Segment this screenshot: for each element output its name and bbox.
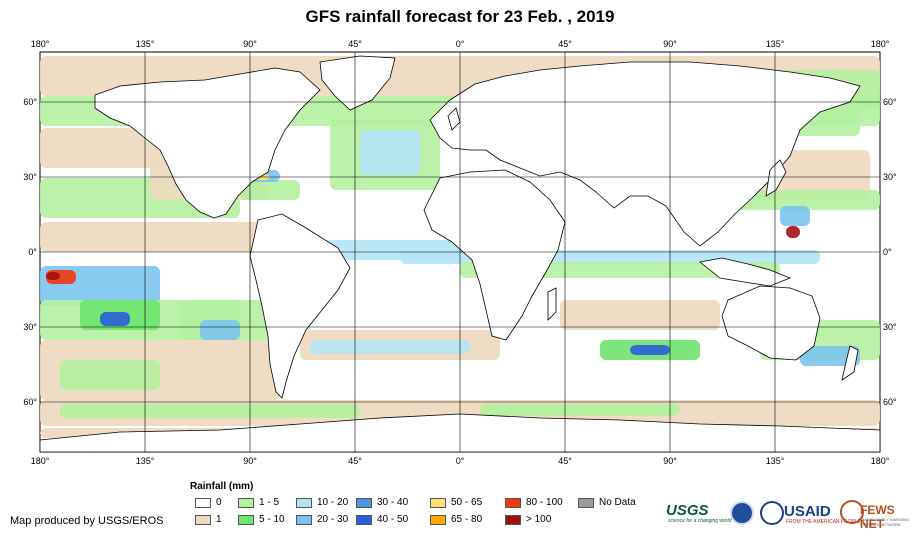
legend-swatch: [356, 515, 372, 525]
legend-label: No Data: [599, 497, 636, 508]
left-lat-label: 30°: [23, 322, 37, 332]
legend-label: 1 - 5: [259, 497, 280, 508]
rain-band-32: [60, 404, 360, 418]
bottom-lon-label: 90°: [243, 456, 257, 466]
north-america: [94, 67, 321, 219]
left-lat-label: 0°: [28, 247, 37, 257]
bottom-lon-label: 135°: [766, 456, 785, 466]
legend-label: 0: [216, 497, 222, 508]
top-lon-label: 180°: [31, 39, 50, 49]
legend-label: 10 - 20: [317, 497, 349, 508]
top-lon-label: 45°: [348, 39, 362, 49]
new-zealand: [841, 345, 859, 381]
rain-band-19: [100, 312, 130, 326]
legend-label: > 100: [526, 514, 552, 525]
left-lat-label: 60°: [23, 97, 37, 107]
rain-band-36: [780, 206, 810, 226]
usaid-seal-icon: [760, 501, 784, 525]
legend-label: 5 - 10: [259, 514, 285, 525]
top-lon-label: 135°: [766, 39, 785, 49]
bottom-lon-label: 45°: [558, 456, 572, 466]
top-lon-label: 90°: [243, 39, 257, 49]
legend-label: 40 - 50: [377, 514, 409, 525]
legend-swatch: [578, 498, 594, 508]
right-lat-label: 30°: [883, 172, 897, 182]
right-lat-label: 0°: [883, 247, 892, 257]
bottom-lon-label: 180°: [31, 456, 50, 466]
legend-swatch: [296, 515, 312, 525]
fewsnet-tagline: FAMINE EARLY WARNING SYSTEMS NETWORK: [860, 517, 910, 527]
legend-swatch: [356, 498, 372, 508]
bottom-lon-label: 180°: [871, 456, 890, 466]
top-lon-label: 0°: [456, 39, 465, 49]
legend-swatch: [430, 498, 446, 508]
rain-band-24: [560, 300, 720, 330]
rainfall-map: 180° 180° 135° 135° 90° 90° 45° 45° 0° 0° 45° 45° 90…: [23, 39, 897, 466]
usaid-tagline: FROM THE AMERICAN PEOPLE: [786, 519, 861, 525]
legend-label: 30 - 40: [377, 497, 409, 508]
rain-band-26: [630, 345, 670, 355]
legend-swatch: [195, 515, 211, 525]
legend-swatch: [505, 515, 521, 525]
usaid-logo: USAID: [784, 503, 831, 520]
top-lon-label: 135°: [136, 39, 155, 49]
noaa-seal-icon: [730, 501, 754, 525]
australia: [721, 285, 821, 361]
rain-band-10: [720, 190, 880, 210]
rain-band-33: [480, 404, 680, 416]
fewsnet-logo: FEWS NET: [860, 503, 895, 531]
rain-band-11: [40, 222, 300, 252]
legend-swatch: [238, 515, 254, 525]
lat-lon-grid: [40, 52, 880, 452]
rain-band-28: [800, 346, 860, 366]
fewsnet-seal-icon: [840, 500, 864, 524]
legend-title: Rainfall (mm): [190, 481, 254, 492]
rain-band-7: [240, 180, 300, 200]
legend-swatch: [296, 498, 312, 508]
japan: [765, 159, 787, 197]
legend-swatch: [430, 515, 446, 525]
usgs-tagline: science for a changing world: [668, 518, 732, 524]
partner-logos: USGS science for a changing world USAID …: [660, 496, 915, 531]
bottom-lon-label: 45°: [348, 456, 362, 466]
right-lat-label: 30°: [883, 322, 897, 332]
usgs-logo: USGS: [666, 502, 709, 519]
left-lat-label: 30°: [23, 172, 37, 182]
left-lat-label: 60°: [23, 397, 37, 407]
legend-swatch: [505, 498, 521, 508]
africa: [423, 169, 566, 341]
legend-swatch: [238, 498, 254, 508]
eurasia: [429, 61, 861, 247]
madagascar: [547, 287, 557, 321]
legend-label: 65 - 80: [451, 514, 483, 525]
legend-label: 80 - 100: [526, 497, 563, 508]
legend-swatch: [195, 498, 211, 508]
bottom-lon-label: 0°: [456, 456, 465, 466]
rain-band-4: [360, 130, 420, 175]
legend-label: 1: [216, 514, 222, 525]
top-lon-label: 180°: [871, 39, 890, 49]
map-title: GFS rainfall forecast for 23 Feb. , 2019: [305, 7, 615, 26]
rain-band-23: [310, 340, 470, 354]
legend-label: 20 - 30: [317, 514, 349, 525]
right-lat-label: 60°: [883, 97, 897, 107]
top-lon-label: 90°: [663, 39, 677, 49]
rain-band-38: [46, 272, 60, 280]
legend-label: 50 - 65: [451, 497, 483, 508]
greenland: [319, 55, 396, 111]
top-lon-label: 45°: [558, 39, 572, 49]
southeast-asia-islands: [699, 257, 792, 287]
rain-band-21: [200, 320, 240, 340]
south-america: [249, 213, 351, 399]
credit-text: Map produced by USGS/EROS: [10, 515, 164, 527]
bottom-lon-label: 90°: [663, 456, 677, 466]
bottom-lon-label: 135°: [136, 456, 155, 466]
axis-ticks: 180° 180° 135° 135° 90° 90° 45° 45° 0° 0° 45° 45° 90…: [23, 39, 897, 466]
right-lat-label: 60°: [883, 397, 897, 407]
rain-band-37: [786, 226, 800, 238]
rain-band-30: [60, 360, 160, 390]
